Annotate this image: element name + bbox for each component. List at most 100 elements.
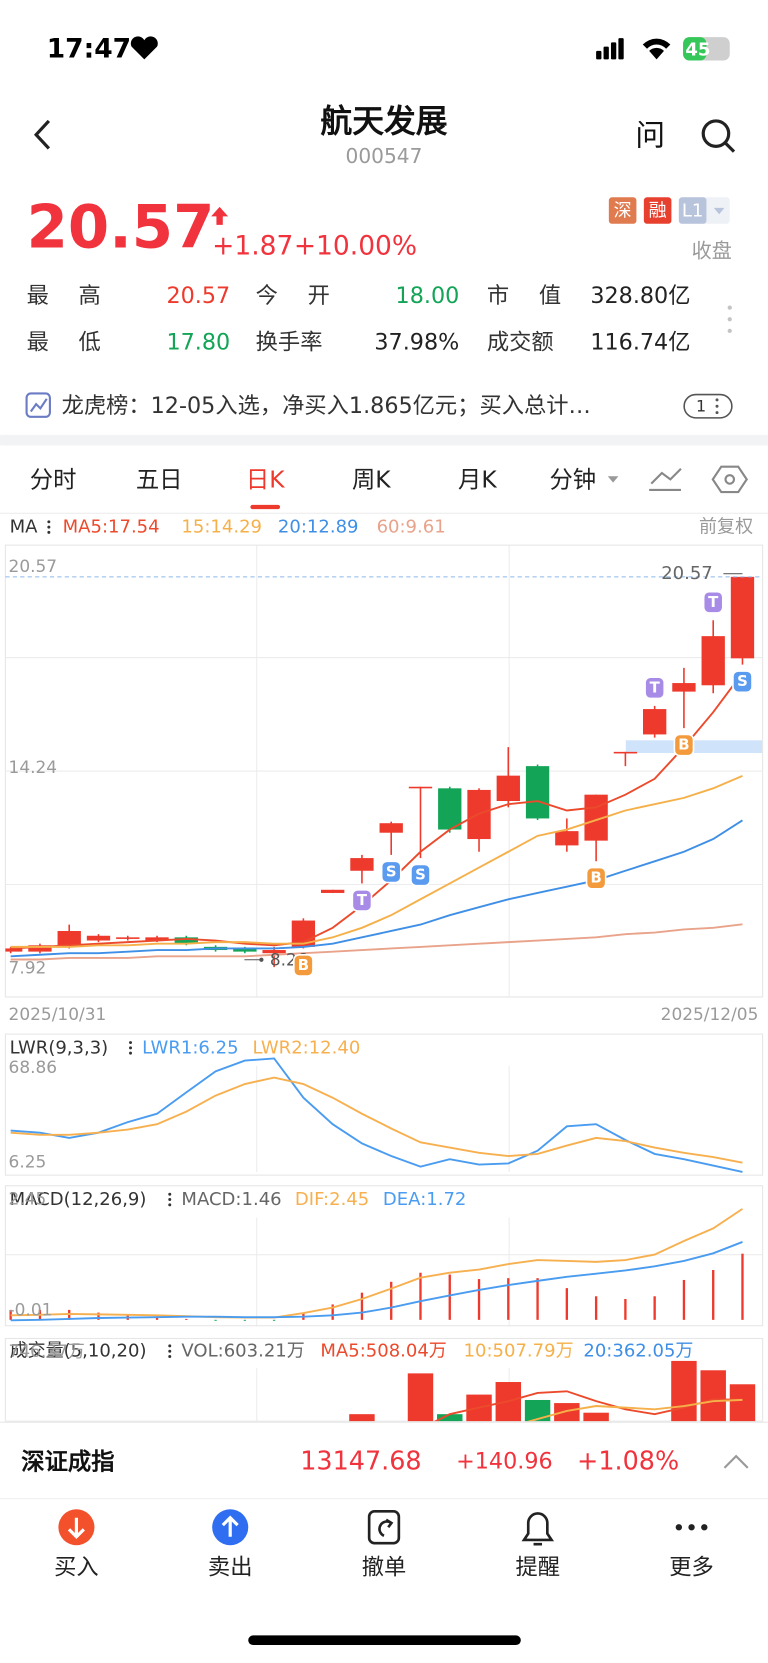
legend-menu-dot: [129, 1046, 133, 1050]
pane: [10, 1057, 743, 1173]
series-line: [10, 775, 743, 948]
index-change: +140.96: [456, 1448, 553, 1474]
bar: [214, 1319, 217, 1321]
price-change: +1.87: [212, 231, 293, 262]
bar: [536, 1278, 539, 1320]
adjust-mode[interactable]: 前复权: [699, 517, 753, 538]
index-name: 深证成指: [21, 1447, 114, 1475]
legend-item: MA5:17.54: [63, 517, 160, 538]
y-tick-label: 6.25: [9, 1151, 47, 1171]
legend-item: DIF:2.45: [295, 1189, 369, 1210]
nav-label[interactable]: 撤单: [362, 1555, 407, 1581]
candle-body: [701, 636, 725, 686]
nav-label[interactable]: 更多: [669, 1555, 714, 1581]
bar: [554, 1403, 580, 1422]
legend-menu-dot: [168, 1349, 172, 1353]
notice-icon: [29, 398, 48, 413]
price: 20.57: [27, 194, 215, 263]
tab[interactable]: 分时: [30, 465, 77, 493]
legend-item: 20:362.05万: [583, 1341, 693, 1362]
bar: [243, 1319, 247, 1321]
wifi-icon: [642, 38, 671, 60]
notice-count-text: 1: [696, 397, 706, 416]
tab[interactable]: 五日: [136, 465, 183, 493]
last-price-label: 20.57: [661, 563, 713, 584]
back-button[interactable]: [33, 119, 51, 150]
legend-item: 15:14.29: [181, 517, 262, 538]
legend-menu-dot: [47, 520, 51, 524]
bar: [565, 1288, 569, 1320]
pane-frame: [4, 1185, 764, 1327]
candle-body: [730, 576, 755, 659]
nav-label[interactable]: 买入: [54, 1555, 99, 1581]
series-line: [10, 1208, 744, 1319]
pane-grid: [5, 545, 763, 1422]
cancel-icon: [378, 1518, 394, 1537]
more-dots[interactable]: [727, 305, 732, 334]
signal-badge: [351, 889, 373, 912]
bar: [419, 1272, 422, 1320]
tab-underline: [250, 504, 281, 510]
legend-menu-dot: [168, 1355, 172, 1358]
series-line: [10, 1057, 743, 1173]
tab[interactable]: 月K: [458, 465, 497, 493]
signal-text: T: [650, 679, 661, 696]
y-tick-label: 20.57: [9, 556, 58, 576]
more-icon[interactable]: [675, 1524, 708, 1531]
notice-count[interactable]: [683, 393, 733, 419]
notice-text[interactable]: 龙虎榜：12-05入选，净买入1.865亿元；买入总计…: [62, 393, 591, 419]
ask-button[interactable]: 问: [635, 118, 665, 153]
legend-item: 20:12.89: [278, 517, 359, 538]
signal-text: B: [590, 870, 601, 887]
legend-item: MACD:1.46: [181, 1189, 281, 1210]
signal-badge: [673, 733, 695, 757]
buy-icon: [67, 1517, 85, 1540]
y-tick-label: 746.37万: [9, 1341, 85, 1361]
signal-text: T: [357, 892, 368, 909]
cancel-icon[interactable]: [367, 1510, 401, 1545]
battery-text: 45: [685, 39, 710, 60]
stat-value: 328.80亿: [590, 283, 690, 309]
stat-value: 116.74亿: [590, 330, 690, 356]
index-bar[interactable]: [0, 1422, 768, 1499]
bar: [524, 1399, 551, 1422]
bar: [712, 1270, 715, 1320]
bar: [700, 1370, 726, 1422]
tab[interactable]: 日K: [246, 465, 285, 493]
settings-button[interactable]: [711, 465, 748, 494]
expand-icon[interactable]: [723, 1454, 749, 1469]
signal-badge: [293, 954, 314, 977]
badge-text: 融: [649, 201, 667, 222]
candle-body: [28, 945, 52, 952]
indicator-button[interactable]: [649, 468, 682, 492]
pane-title: MACD(12,26,9): [10, 1189, 147, 1210]
signal-text: T: [708, 594, 719, 611]
tab[interactable]: 周K: [352, 465, 391, 493]
candle-body: [555, 831, 579, 846]
badge: [643, 197, 672, 224]
candle-body: [262, 950, 286, 954]
search-button[interactable]: [701, 119, 736, 153]
signal-badge: [410, 863, 431, 887]
bar: [594, 1296, 598, 1320]
legend-menu-dot: [129, 1041, 133, 1045]
candle-body: [584, 794, 608, 841]
nav-label[interactable]: 卖出: [208, 1555, 253, 1581]
y-tick-label: 2.45: [9, 1188, 47, 1208]
legend-menu-dot: [47, 525, 51, 529]
nav-label[interactable]: 提醒: [516, 1555, 561, 1581]
notice-icon: [25, 392, 51, 418]
bar: [448, 1274, 451, 1320]
series-line: [10, 672, 744, 950]
home-indicator: [248, 1635, 521, 1645]
y-tick-label: 68.86: [9, 1057, 58, 1077]
legend-item: DEA:1.72: [383, 1189, 466, 1210]
candle-body: [174, 937, 198, 944]
candle-body: [350, 858, 374, 871]
stat-value: 37.98%: [374, 330, 459, 356]
index-change-pct: +1.08%: [577, 1446, 679, 1476]
alert-icon[interactable]: [521, 1512, 555, 1546]
tab[interactable]: 分钟: [549, 465, 596, 493]
candle-body: [642, 709, 667, 735]
